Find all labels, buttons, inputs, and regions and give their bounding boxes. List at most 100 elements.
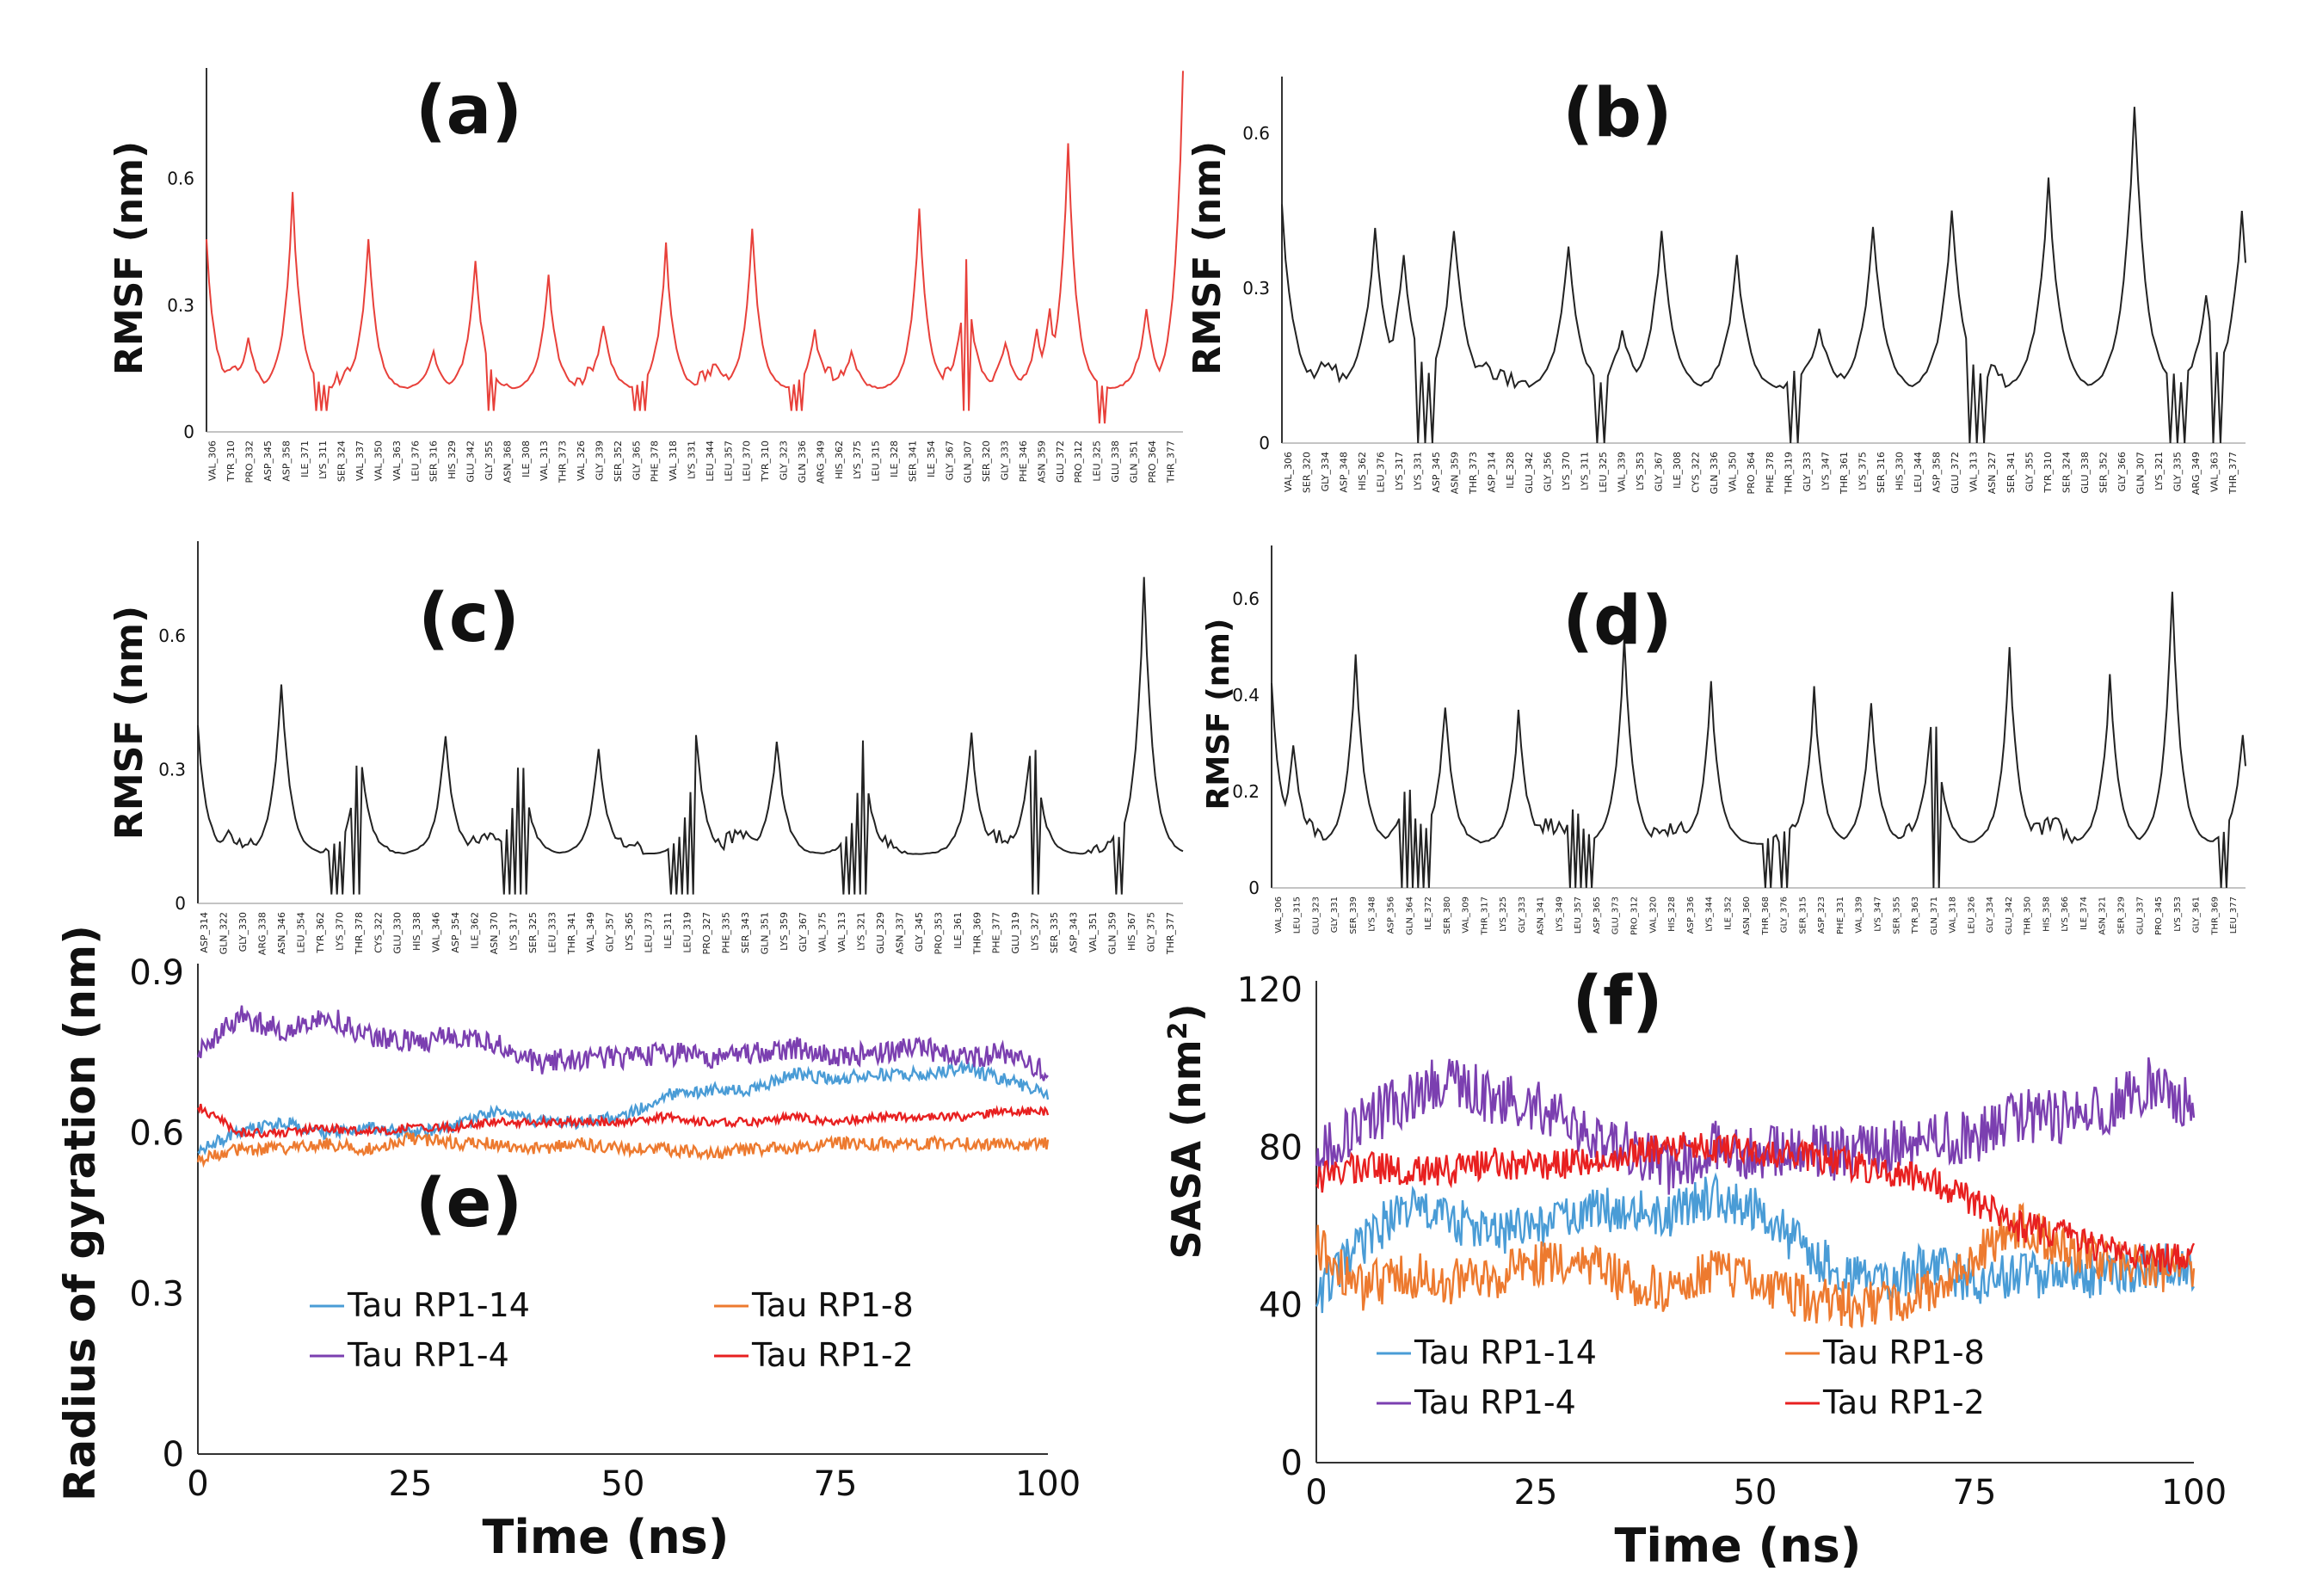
series-line: [197, 1059, 1050, 1155]
residue-tick-label: GLU_372: [1055, 441, 1066, 483]
residue-tick-label: THR_350: [2024, 897, 2033, 936]
rmsf-line: [1271, 591, 2246, 889]
residue-tick-label: ASN_341: [1537, 897, 1546, 935]
residue-tick-label: LEU_357: [723, 441, 734, 482]
residue-tick-label: VAL_309: [1462, 897, 1471, 934]
residue-tick-label: PRO_312: [1630, 897, 1640, 935]
residue-tick-label: SER_352: [613, 441, 624, 482]
residue-tick-label: VAL_349: [585, 912, 596, 952]
residue-tick-label: ARG_349: [815, 441, 826, 484]
residue-tick-label: GLN_336: [1709, 452, 1720, 494]
residue-tick-label: ARG_349: [2190, 452, 2202, 495]
residue-tick-label: GLN_351: [759, 912, 770, 954]
y-tick-label: 0: [163, 1435, 184, 1475]
residue-tick-label: ASP_314: [199, 912, 210, 953]
residue-tick-label: VAL_339: [1617, 452, 1628, 492]
residue-tick-label: SER_316: [1876, 452, 1887, 493]
time-panel-e: 0 0.3 0.6 0.9 0 25 50 75 100 Tau RP1-14 Tau RP1-8 T…: [55, 925, 1081, 1564]
rmsf-line: [197, 576, 1184, 895]
legend-entry: Tau RP1-4: [1414, 1383, 1576, 1421]
residue-tick-label: LYS_347: [1820, 452, 1831, 490]
residue-tick-label: VAL_313: [1968, 452, 1980, 492]
series-line: [1315, 1172, 2196, 1314]
residue-tick-label: PHE_346: [1018, 441, 1029, 482]
residue-tick-label: PRO_364: [1746, 452, 1757, 494]
residue-tick-label: VAL_306: [1274, 897, 1284, 934]
residue-tick-label: HIS_329: [447, 441, 458, 479]
residue-tick-label: ARG_338: [257, 912, 268, 955]
residue-tick-label: SER_352: [2098, 452, 2110, 493]
residue-tick-label: TYR_310: [760, 441, 771, 483]
residue-tick-label: ASN_337: [895, 912, 906, 954]
residue-tick-label: SER_324: [2061, 452, 2072, 493]
residue-tick-label: LEU_315: [1293, 897, 1303, 934]
residue-tick-label: ILE_354: [926, 441, 937, 478]
residue-tick-label: VAL_350: [1728, 452, 1739, 492]
residue-tick-label: THR_361: [1839, 452, 1850, 495]
residue-tick-label: VAL_339: [1855, 897, 1864, 934]
x-tick-label: 100: [2161, 1473, 2227, 1513]
residue-tick-label: GLY_333: [1518, 897, 1527, 933]
residue-tick-label: ASN_327: [1987, 452, 1998, 494]
residue-tick-label: GLY_345: [914, 912, 925, 952]
series-line: [1315, 1131, 2196, 1275]
legend-entry: Tau RP1-4: [347, 1336, 509, 1374]
residue-tick-label: GLN_371: [1930, 897, 1939, 935]
y-tick-label: 0.6: [1232, 588, 1260, 609]
residue-tick-label: TYR_310: [225, 441, 237, 483]
residue-tick-label: PHE_335: [720, 912, 731, 953]
residue-tick-label: LYS_353: [2173, 897, 2183, 932]
y-axis-label: RMSF (nm): [1201, 619, 1236, 810]
residue-tick-label: TYR_362: [315, 912, 326, 954]
residue-tick-label: GLU_342: [465, 441, 477, 483]
residue-tick-label: LEU_344: [1913, 452, 1924, 493]
y-tick-label: 40: [1259, 1286, 1303, 1326]
rmsf-panel-b: 0 0.3 0.6 VAL_306 SER_320 GLY_334 ASP_348 HIS_3…: [1186, 75, 2246, 495]
legend-entry: Tau RP1-14: [347, 1286, 530, 1324]
residue-tick-label: PRO_312: [1073, 441, 1084, 483]
residue-tick-label: ASP_345: [1431, 452, 1442, 493]
residue-tick-label: LYS_375: [852, 441, 863, 479]
legend-entry: Tau RP1-8: [1822, 1334, 1985, 1371]
residue-tick-label: LYS_344: [1705, 897, 1715, 932]
residue-tick-label: LEU_344: [705, 441, 716, 482]
residue-tick-label: ILE_362: [470, 912, 481, 949]
residue-tick-label: SER_329: [2117, 897, 2127, 934]
series-line: [196, 1005, 1049, 1081]
residue-tick-label: SER_335: [1049, 912, 1060, 953]
residue-tick-label: SER_320: [1301, 452, 1312, 493]
residue-tick-label: ASP_365: [1593, 897, 1602, 934]
residue-tick-label: ASN_359: [1450, 452, 1461, 494]
residue-tick-label: THR_377: [2227, 452, 2239, 495]
residue-tick-label: LYS_311: [1579, 452, 1590, 490]
y-axis-label: SASA (nm2): [1163, 1003, 1210, 1259]
residue-tick-label: ASP_354: [450, 912, 461, 953]
panel-label: (d): [1562, 582, 1672, 660]
rmsf-line: [206, 71, 1184, 424]
residue-tick-label: ASN_370: [489, 912, 500, 954]
legend-entry: Tau RP1-2: [751, 1336, 914, 1374]
residue-tick-label: VAL_350: [373, 441, 384, 481]
residue-tick-label: GLU_338: [2079, 452, 2091, 494]
residue-tick-label: ASN_359: [1036, 441, 1047, 483]
residue-tick-label: LEU_326: [1967, 897, 1976, 934]
y-tick-label: 0.9: [129, 953, 184, 993]
x-tick-label: 75: [814, 1464, 858, 1504]
residue-tick-label: HIS_367: [1126, 912, 1137, 951]
residue-tick-label: GLY_367: [1654, 452, 1665, 491]
y-tick-label: 0.6: [1242, 123, 1270, 144]
residue-tick-label: LEU_315: [871, 441, 882, 482]
residue-tick-label: GLY_355: [484, 441, 495, 480]
x-tick-label: 50: [1734, 1473, 1777, 1513]
residue-tick-label: LYS_325: [1499, 897, 1508, 932]
residue-tick-label: GLU_329: [875, 912, 886, 954]
residue-tick-label: ASP_356: [1387, 897, 1396, 934]
residue-tick-label: SER_343: [740, 912, 751, 953]
y-tick-label: 0.4: [1232, 685, 1260, 706]
residue-tick-label: VAL_337: [354, 441, 366, 481]
residue-tick-label: ASP_314: [1487, 452, 1498, 493]
residue-tick-label: LYS_317: [1394, 452, 1405, 490]
residue-tick-label: GLY_339: [594, 441, 605, 480]
residue-tick-label: ASN_321: [2098, 897, 2108, 935]
residue-tick-label: VAL_351: [1087, 912, 1099, 952]
